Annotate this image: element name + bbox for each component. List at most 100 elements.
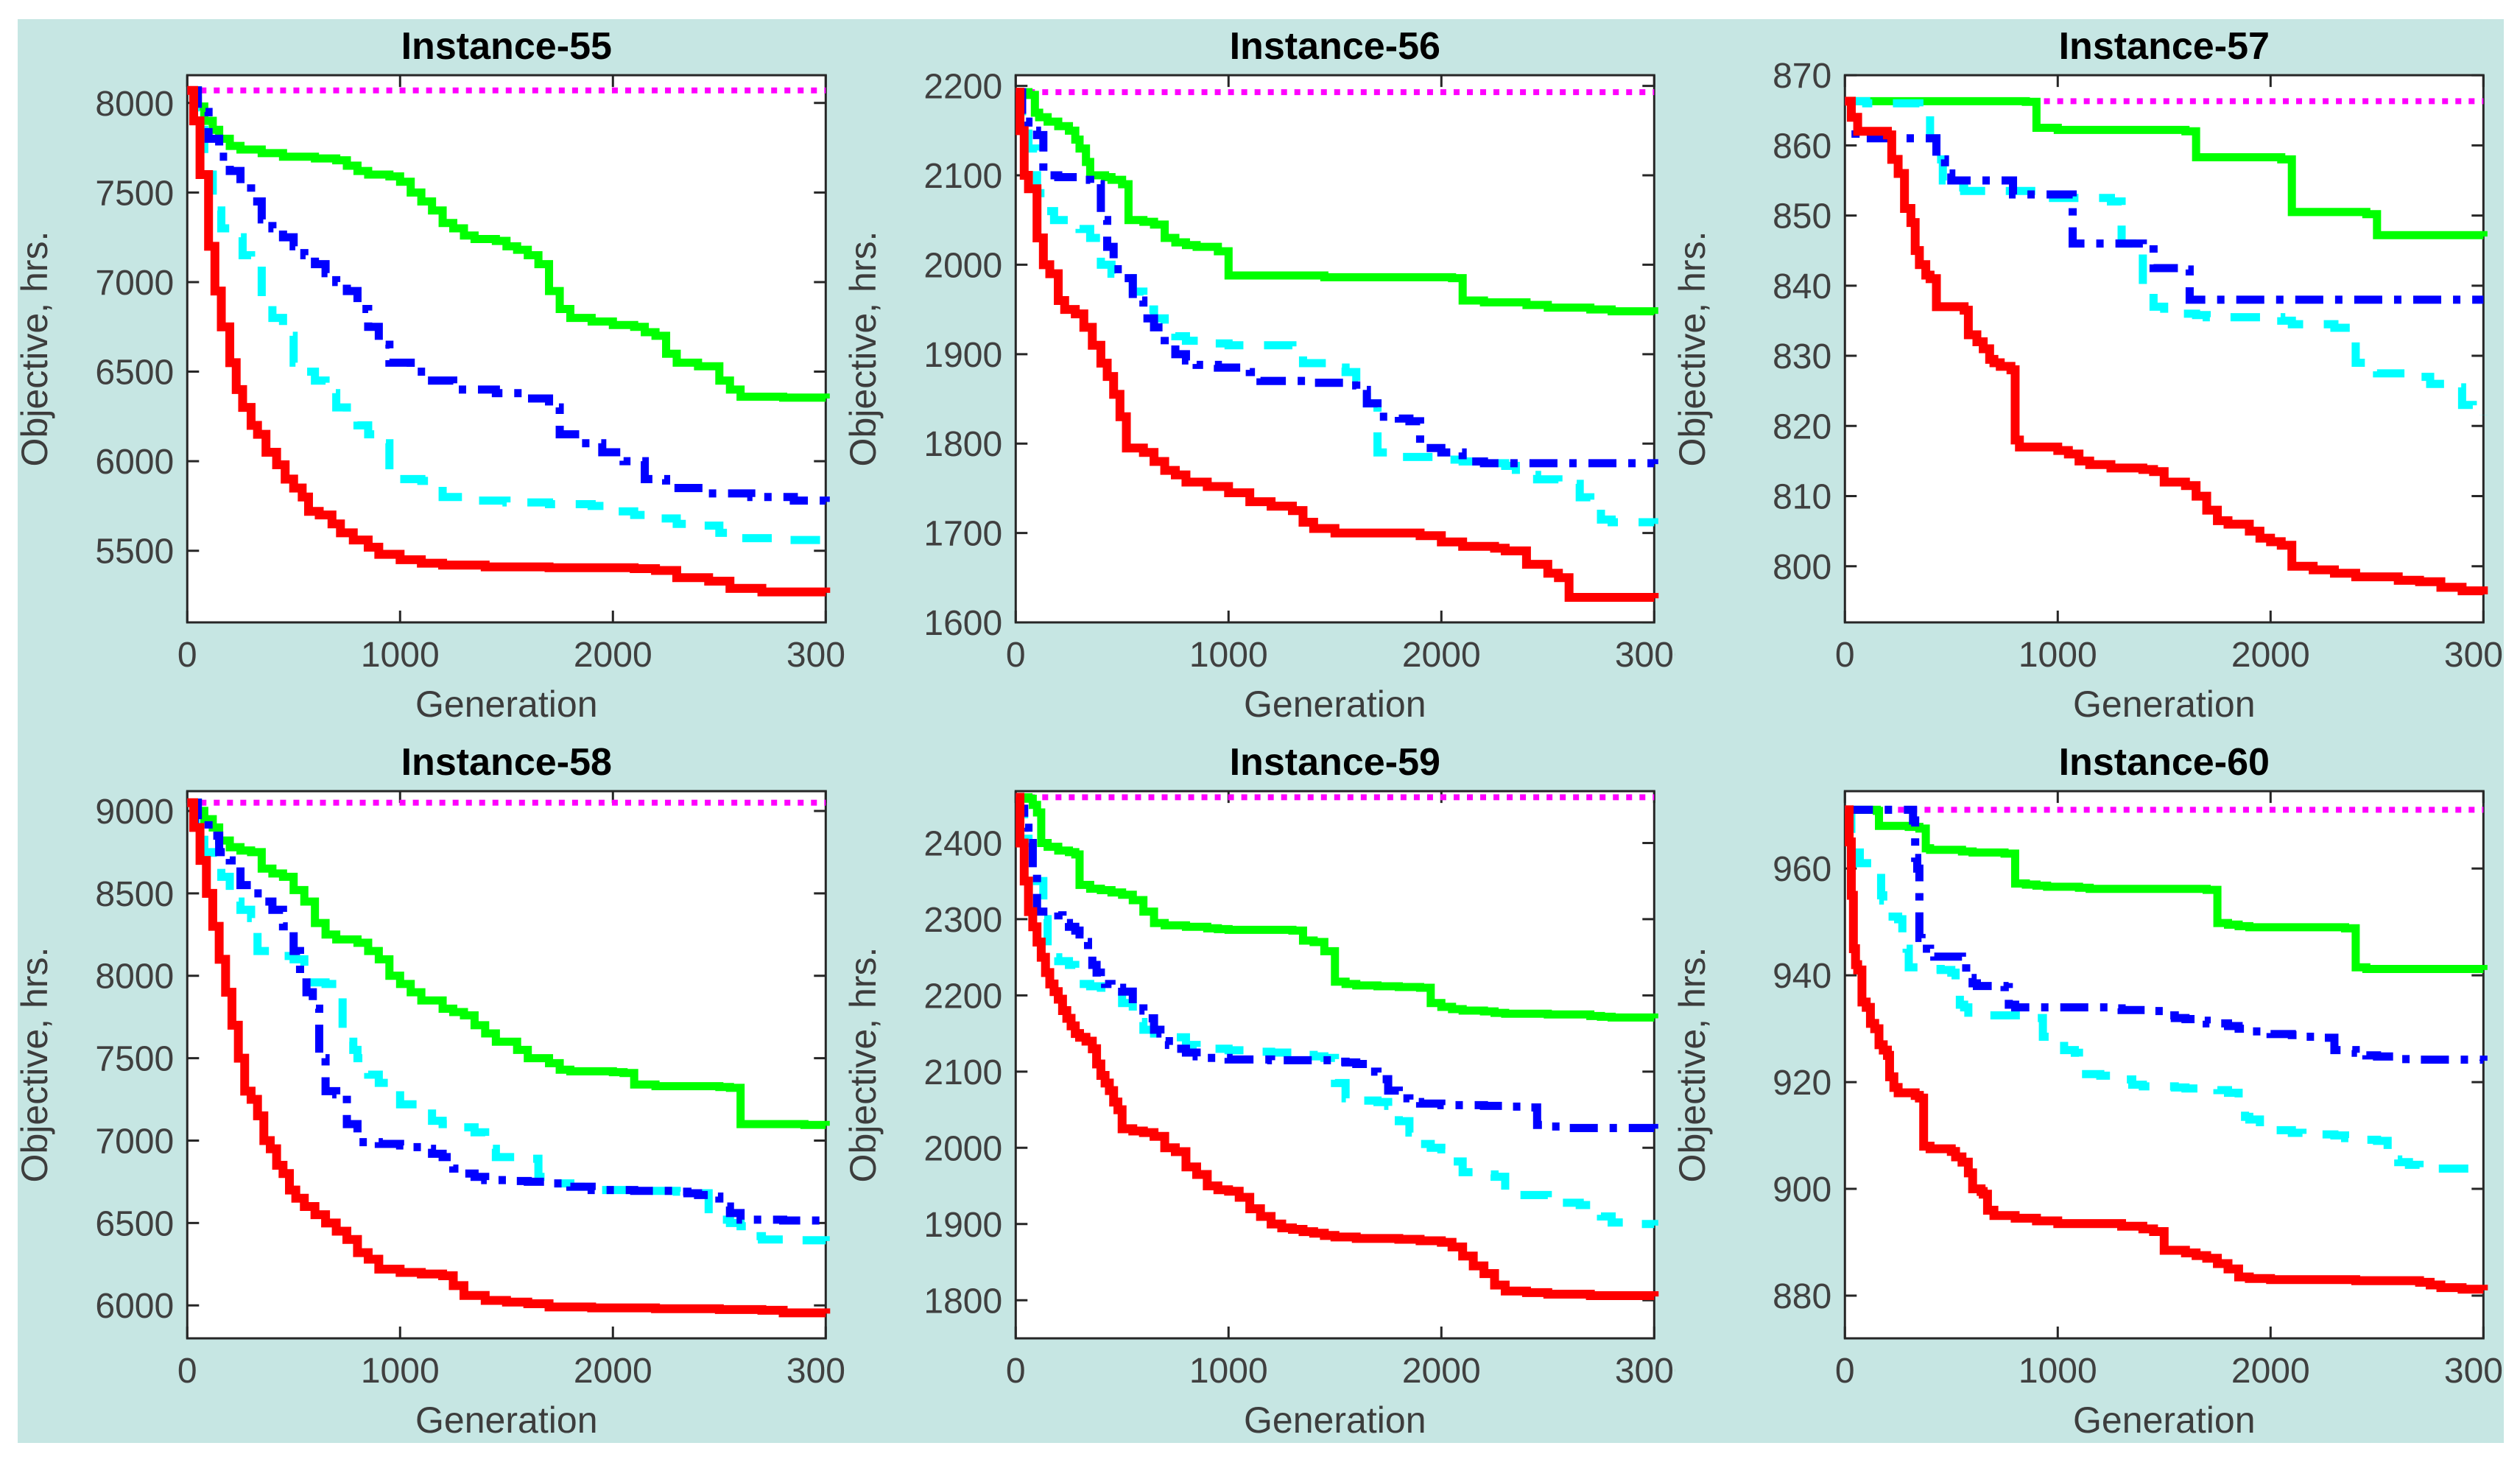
plot-area bbox=[1844, 75, 2483, 622]
axis-box bbox=[1843, 790, 2485, 1340]
series-blue-dashdot-line bbox=[1844, 96, 2483, 304]
x-axis-label: Generation bbox=[2073, 684, 2256, 725]
axis-box bbox=[1015, 74, 1656, 624]
y-axis-label: Objective, hrs. bbox=[846, 231, 884, 467]
y-tick-label: 7500 bbox=[95, 174, 174, 213]
chart-canvas: 0 1000 2000 3000 1800 1900 2000 2100 2200 2300 240… bbox=[846, 741, 1675, 1441]
series-green-solid-line bbox=[1844, 96, 2488, 239]
x-tick-label: 3000 bbox=[2444, 636, 2504, 675]
y-axis-label: Objective, hrs. bbox=[18, 947, 55, 1183]
x-tick-label: 0 bbox=[1835, 636, 1855, 675]
series-green-solid-line bbox=[1016, 88, 1659, 316]
series-cyan-dashed-line bbox=[187, 86, 830, 544]
x-tick-label: 1000 bbox=[1189, 1352, 1268, 1391]
series-red-solid-line bbox=[187, 85, 831, 597]
y-tick-label: 1900 bbox=[924, 336, 1003, 375]
subplot-instance-60: 0 1000 2000 3000 880 900 920 940 960 Instance-60… bbox=[1675, 735, 2504, 1451]
series-cyan-dashed-line bbox=[1844, 96, 2488, 416]
y-tick-label: 8000 bbox=[95, 85, 174, 124]
series-blue-dashdot-line bbox=[187, 86, 830, 505]
y-tick-label: 2100 bbox=[924, 157, 1003, 196]
subplot-instance-59: 0 1000 2000 3000 1800 1900 2000 2100 2200 2300 240… bbox=[846, 735, 1675, 1451]
y-tick-label: 7000 bbox=[95, 1123, 174, 1162]
plot-area bbox=[1016, 75, 1655, 622]
y-axis-label: Objective, hrs. bbox=[1675, 231, 1713, 467]
chart-title: Instance-58 bbox=[401, 741, 612, 784]
x-tick-label: 3000 bbox=[786, 636, 846, 675]
chart-title: Instance-59 bbox=[1230, 741, 1440, 784]
x-tick-label: 0 bbox=[1835, 1352, 1855, 1391]
series-red-solid-line bbox=[1016, 793, 1659, 1301]
x-axis-label: Generation bbox=[2073, 1399, 2256, 1441]
x-axis-label: Generation bbox=[415, 1399, 598, 1441]
y-tick-label: 860 bbox=[1773, 127, 1831, 166]
x-tick-label: 1000 bbox=[1189, 636, 1268, 675]
y-tick-label: 2000 bbox=[924, 246, 1003, 285]
axis-box bbox=[186, 790, 827, 1340]
y-tick-label: 2200 bbox=[924, 68, 1003, 107]
axis-box bbox=[1015, 790, 1656, 1340]
series-red-solid-line bbox=[1016, 88, 1659, 603]
x-tick-label: 0 bbox=[1006, 1352, 1026, 1391]
y-tick-label: 870 bbox=[1773, 57, 1831, 96]
chart-title: Instance-57 bbox=[2058, 25, 2269, 68]
x-tick-label: 3000 bbox=[1615, 636, 1675, 675]
subplot-instance-58: 0 1000 2000 3000 6000 6500 7000 7500 8000 8500 900… bbox=[18, 735, 846, 1451]
x-tick-label: 0 bbox=[177, 636, 197, 675]
y-tick-label: 880 bbox=[1773, 1277, 1831, 1316]
series-blue-dashdot-line bbox=[1016, 88, 1659, 468]
y-axis-label: Objective, hrs. bbox=[18, 231, 55, 467]
y-tick-label: 8500 bbox=[95, 875, 174, 914]
series-red-solid-line bbox=[187, 798, 831, 1318]
y-tick-label: 1900 bbox=[924, 1206, 1003, 1245]
series-cyan-dashed-line bbox=[187, 798, 830, 1245]
y-tick-label: 6500 bbox=[95, 1205, 174, 1244]
chart-canvas: 0 1000 2000 3000 880 900 920 940 960 Instance-60… bbox=[1675, 741, 2504, 1441]
axis-box bbox=[1843, 74, 2485, 624]
y-tick-label: 2400 bbox=[924, 825, 1003, 864]
y-tick-label: 1800 bbox=[924, 1282, 1003, 1321]
y-axis-label: Objective, hrs. bbox=[1675, 947, 1713, 1183]
x-tick-label: 2000 bbox=[2231, 636, 2310, 675]
y-tick-label: 6500 bbox=[95, 354, 174, 393]
y-tick-label: 8000 bbox=[95, 958, 174, 997]
chart-title: Instance-55 bbox=[401, 25, 612, 68]
subplot-instance-57: 0 1000 2000 3000 800 810 820 830 840 850 860 870 In… bbox=[1675, 19, 2504, 735]
subplot-instance-56: 0 1000 2000 3000 1600 1700 1800 1900 2000 2100 220… bbox=[846, 19, 1675, 735]
y-tick-label: 800 bbox=[1773, 548, 1831, 587]
y-tick-label: 850 bbox=[1773, 197, 1831, 236]
x-tick-label: 2000 bbox=[574, 636, 652, 675]
y-tick-label: 7000 bbox=[95, 264, 174, 303]
x-tick-label: 0 bbox=[177, 1352, 197, 1391]
y-axis-label: Objective, hrs. bbox=[846, 947, 884, 1183]
x-axis-label: Generation bbox=[1244, 684, 1426, 725]
y-tick-label: 5500 bbox=[95, 533, 174, 572]
x-tick-label: 3000 bbox=[786, 1352, 846, 1391]
x-tick-label: 3000 bbox=[1615, 1352, 1675, 1391]
chart-canvas: 0 1000 2000 3000 5500 6000 6500 7000 7500 8000 In… bbox=[18, 25, 846, 725]
x-tick-label: 0 bbox=[1006, 636, 1026, 675]
y-tick-label: 1800 bbox=[924, 425, 1003, 464]
y-tick-label: 7500 bbox=[95, 1040, 174, 1079]
y-tick-label: 2300 bbox=[924, 901, 1003, 940]
y-tick-label: 820 bbox=[1773, 407, 1831, 446]
subplot-instance-55: 0 1000 2000 3000 5500 6000 6500 7000 7500 8000 In… bbox=[18, 19, 846, 735]
series-cyan-dashed-line bbox=[1016, 88, 1659, 527]
series-blue-dashdot-line bbox=[187, 798, 830, 1225]
x-tick-label: 2000 bbox=[574, 1352, 652, 1391]
y-tick-label: 6000 bbox=[95, 1287, 174, 1326]
y-tick-label: 1700 bbox=[924, 515, 1003, 554]
x-tick-label: 2000 bbox=[1402, 1352, 1481, 1391]
x-tick-label: 2000 bbox=[1402, 636, 1481, 675]
y-tick-label: 840 bbox=[1773, 267, 1831, 306]
series-green-solid-line bbox=[1844, 806, 2488, 974]
series-red-solid-line bbox=[1844, 805, 2488, 1294]
plot-area bbox=[1844, 791, 2483, 1339]
series-green-solid-line bbox=[187, 798, 830, 1129]
y-tick-label: 960 bbox=[1773, 850, 1831, 889]
chart-canvas: 0 1000 2000 3000 800 810 820 830 840 850 860 870 In… bbox=[1675, 25, 2504, 725]
chart-canvas: 0 1000 2000 3000 1600 1700 1800 1900 2000 2100 220… bbox=[846, 25, 1675, 725]
x-tick-label: 1000 bbox=[2018, 636, 2097, 675]
x-tick-label: 1000 bbox=[2018, 1352, 2097, 1391]
